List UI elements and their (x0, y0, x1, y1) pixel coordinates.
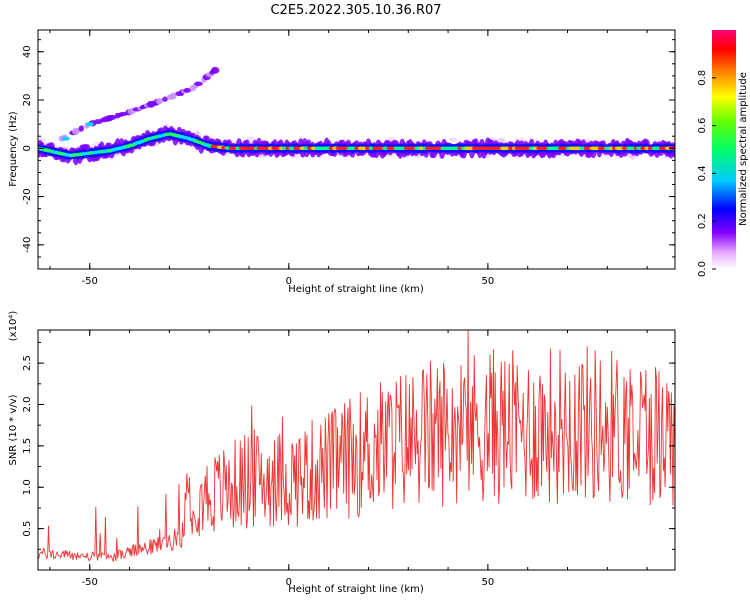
heatmap-cell (630, 146, 636, 151)
x-tick-label: 50 (482, 577, 495, 588)
y-tick-label: 40 (22, 45, 33, 58)
colorbar-tick-label: 0.8 (697, 70, 708, 86)
heatmap-cell (118, 111, 128, 117)
heatmap-cell (170, 92, 177, 100)
snr-x-label: Height of straight line (km) (288, 584, 424, 595)
snr-y-label: SNR (10 * v/v) (8, 394, 19, 465)
y-tick-label: 0 (22, 145, 33, 151)
heatmap-cell (389, 146, 396, 151)
snr-frame (37, 329, 676, 571)
heatmap-cell (107, 114, 117, 120)
snr-series-line (38, 330, 675, 563)
spectrogram-heatmap (38, 66, 675, 166)
heatmap-cell (194, 81, 203, 86)
heatmap-cell (78, 125, 85, 132)
spectrogram-x-label: Height of straight line (km) (288, 284, 424, 295)
heatmap-cell (210, 66, 220, 74)
snr-panel: -50 0 50 0.5 1.0 1.5 2.0 2.5 Height of straigh… (8, 311, 676, 595)
x-tick-label: 0 (286, 577, 292, 588)
spectrogram-y-label: Frequency (Hz) (8, 111, 19, 187)
colorbar-ticks: 0.0 0.2 0.4 0.6 0.8 (697, 70, 716, 277)
heatmap-cell (354, 146, 360, 151)
heatmap-cell (162, 96, 168, 102)
figure-title: C2E5.2022.305.10.36.R07 (270, 3, 441, 18)
snr-x-ticks: -50 0 50 (49, 330, 648, 588)
y-tick-label: 20 (22, 94, 33, 107)
x-tick-label: 0 (286, 276, 292, 287)
heatmap-cell (195, 130, 200, 136)
heatmap-cell (658, 146, 665, 151)
heatmap-cell (61, 136, 70, 141)
heatmap-cell (365, 146, 371, 151)
heatmap-cell (361, 146, 367, 151)
spectrogram-panel: -50 0 50 -40 -20 0 20 40 Height of straight li… (8, 29, 676, 295)
y-tick-label: 1.5 (22, 438, 33, 454)
spectrogram-y-ticks: -40 -20 0 20 40 (22, 39, 675, 270)
colorbar-label: Normalized spectral amplitude (738, 72, 749, 226)
y-tick-label: -40 (22, 237, 33, 253)
y-tick-label: 2.0 (22, 397, 33, 413)
y-tick-label: -20 (22, 188, 33, 204)
colorbar-tick-label: 0.6 (697, 118, 708, 134)
heatmap-cell (368, 146, 374, 151)
heatmap-cell (497, 137, 506, 143)
colorbar-tick-label: 0.0 (697, 261, 708, 277)
y-tick-label: 0.5 (22, 521, 33, 537)
spectrogram-x-ticks: -50 0 50 (49, 30, 648, 287)
heatmap-cell (183, 87, 192, 93)
heatmap-cell (85, 122, 94, 127)
snr-y-ticks: 0.5 1.0 1.5 2.0 2.5 (22, 341, 675, 550)
colorbar-tick-label: 0.2 (697, 213, 708, 229)
heatmap-cell (155, 98, 164, 105)
x-tick-label: 50 (482, 276, 495, 287)
spectrogram-frame (37, 29, 676, 270)
heatmap-cell (448, 137, 458, 143)
colorbar-gradient (712, 30, 736, 269)
snr-y-multiplier: (x10⁴) (8, 311, 19, 342)
colorbar-tick-label: 0.4 (697, 165, 708, 181)
y-tick-label: 2.5 (22, 355, 33, 371)
x-tick-label: -50 (82, 577, 98, 588)
x-tick-label: -50 (82, 276, 98, 287)
colorbar: 0.0 0.2 0.4 0.6 0.8 Normalized spectral ampl… (697, 30, 749, 277)
y-tick-label: 1.0 (22, 479, 33, 495)
